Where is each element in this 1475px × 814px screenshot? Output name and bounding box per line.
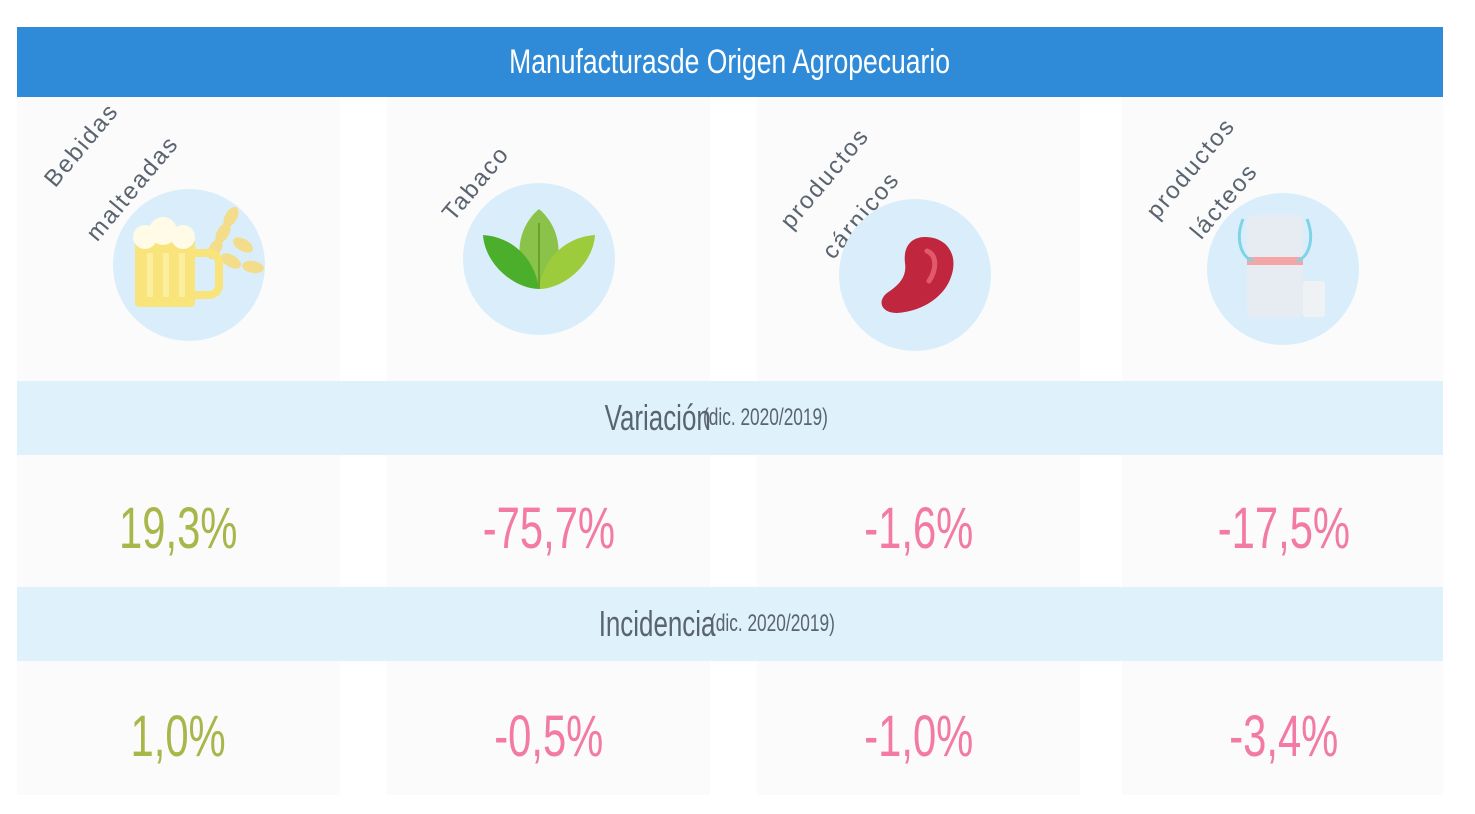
variacion-value-bebidas: 19,3% bbox=[119, 496, 238, 561]
page-title: Manufacturasde Origen Agropecuario bbox=[509, 42, 951, 81]
milk-can-icon bbox=[1237, 215, 1325, 317]
incidencia-band: Incidencia (dic. 2020/2019) bbox=[17, 587, 1443, 661]
incidencia-value-lacteos: -3,4% bbox=[1228, 704, 1339, 769]
incidencia-label: Incidencia bbox=[598, 603, 716, 644]
variacion-label: Variación bbox=[604, 397, 711, 438]
variacion-value-carnicos: -1,6% bbox=[863, 496, 974, 561]
variacion-value-lacteos: -17,5% bbox=[1217, 496, 1350, 561]
infographic: Manufacturasde Origen Agropecuario Bebid… bbox=[17, 27, 1443, 795]
incidencia-period: (dic. 2020/2019) bbox=[710, 610, 836, 637]
incidencia-value-carnicos: -1,0% bbox=[863, 704, 974, 769]
category-columns: Bebidas malteadas bbox=[17, 97, 1443, 795]
meat-steak-icon bbox=[881, 237, 954, 313]
incidencia-value-bebidas: 1,0% bbox=[130, 704, 227, 769]
beer-mug-icon bbox=[133, 207, 264, 307]
incidencia-value-tabaco: -0,5% bbox=[493, 704, 604, 769]
title-bar: Manufacturasde Origen Agropecuario bbox=[17, 27, 1443, 97]
variacion-band: Variación (dic. 2020/2019) bbox=[17, 381, 1443, 455]
variacion-value-tabaco: -75,7% bbox=[482, 496, 615, 561]
tobacco-leaf-icon bbox=[483, 209, 595, 289]
variacion-period: (dic. 2020/2019) bbox=[702, 404, 828, 431]
